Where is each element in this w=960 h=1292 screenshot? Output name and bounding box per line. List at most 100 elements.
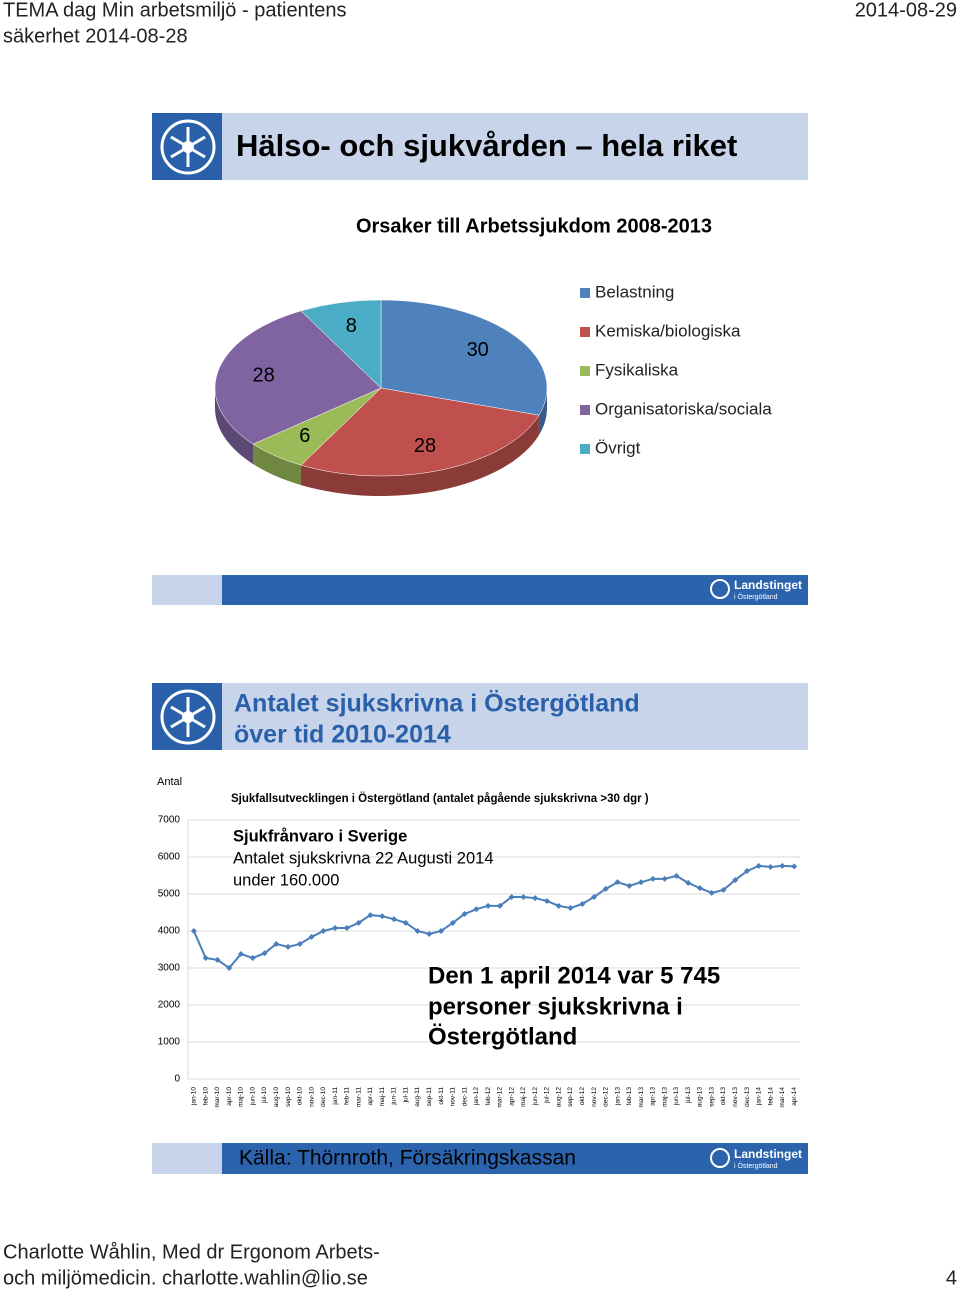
- slide-title: över tid 2010-2014: [234, 721, 451, 749]
- legend-swatch: [580, 327, 590, 337]
- data-point: [332, 925, 339, 932]
- annotation: Östergötland: [428, 1023, 577, 1050]
- x-tick-label: dec-10: [320, 1087, 327, 1107]
- data-point: [649, 875, 656, 882]
- x-tick-label: jul-12: [544, 1087, 551, 1104]
- data-point: [791, 863, 798, 870]
- data-point: [261, 950, 268, 957]
- data-point: [226, 965, 233, 971]
- legend-label: Kemiska/biologiska: [595, 321, 741, 340]
- legend-label: Belastning: [595, 282, 674, 301]
- x-tick-label: apr-12: [508, 1087, 515, 1106]
- legend-label: Övrigt: [595, 438, 641, 457]
- x-tick-label: feb-11: [344, 1087, 351, 1105]
- data-point: [214, 956, 221, 963]
- data-point: [402, 919, 409, 926]
- legend-label: Fysikaliska: [595, 360, 679, 379]
- y-tick-label: 0: [174, 1074, 180, 1085]
- y-tick-label: 2000: [158, 1000, 181, 1011]
- x-tick-label: jan-11: [332, 1087, 339, 1106]
- x-tick-label: jan-12: [473, 1087, 480, 1106]
- pie-slice: [300, 387, 540, 477]
- data-line: [192, 864, 795, 970]
- data-point: [390, 916, 397, 923]
- legend-swatch: [580, 405, 590, 415]
- x-tick-label: jul-10: [261, 1087, 268, 1104]
- x-tick-label: dec-12: [603, 1087, 610, 1107]
- x-tick-label: apr-11: [367, 1087, 374, 1106]
- pie-slice: [380, 299, 548, 416]
- data-label: 30: [467, 339, 489, 361]
- x-tick-label: sep-13: [708, 1087, 715, 1107]
- data-point: [602, 885, 609, 892]
- logo-text: i Östergötland: [734, 1162, 778, 1170]
- data-point: [237, 950, 244, 957]
- pie-slice-side: [538, 388, 547, 436]
- x-tick-label: jul-13: [685, 1087, 692, 1104]
- annotation: Antalet sjukskrivna 22 Augusti 2014: [233, 849, 494, 867]
- data-point: [696, 885, 703, 892]
- data-point: [296, 940, 303, 947]
- x-tick-label: aug-13: [697, 1087, 704, 1108]
- x-tick-label: apr-10: [226, 1087, 233, 1106]
- x-tick-label: nov-11: [450, 1087, 457, 1107]
- x-tick-label: dec-11: [461, 1087, 468, 1107]
- footer-text: och miljömedicin. charlotte.wahlin@lio.s…: [3, 1267, 368, 1289]
- data-point: [591, 893, 598, 900]
- x-tick-label: feb-10: [202, 1087, 209, 1106]
- data-point: [685, 879, 692, 886]
- data-point: [367, 912, 374, 919]
- title-bar: [152, 113, 808, 180]
- x-tick-label: okt-13: [720, 1087, 727, 1105]
- annotation: Sjukfrånvaro i Sverige: [233, 827, 407, 845]
- x-tick-label: maj-10: [238, 1087, 245, 1107]
- x-tick-label: aug-12: [555, 1087, 562, 1108]
- data-point: [308, 933, 315, 940]
- data-point: [449, 919, 456, 926]
- x-tick-label: okt-12: [579, 1087, 586, 1105]
- data-point: [767, 863, 774, 870]
- chart-title: Orsaker till Arbetssjukdom 2008-2013: [356, 215, 712, 237]
- x-tick-label: mar-11: [355, 1087, 362, 1107]
- header-date: 2014-08-29: [855, 0, 957, 21]
- data-point: [379, 913, 386, 920]
- data-point: [343, 925, 350, 932]
- logo-icon: [160, 119, 216, 175]
- x-tick-label: maj-12: [520, 1087, 527, 1107]
- data-point: [320, 928, 327, 934]
- logo-icon: [160, 689, 216, 745]
- legend-swatch: [580, 366, 590, 376]
- x-tick-label: maj-13: [661, 1087, 668, 1107]
- data-point: [414, 928, 421, 934]
- y-tick-label: 1000: [158, 1037, 181, 1048]
- pie-slice-side: [215, 388, 254, 465]
- data-point: [638, 879, 645, 886]
- y-tick-label: 3000: [158, 963, 181, 974]
- data-point: [355, 919, 362, 926]
- logo-text: Landstinget: [734, 1147, 802, 1161]
- pie-slice: [300, 299, 382, 389]
- source: Källa: Thörnroth, Försäkringskassan: [239, 1147, 576, 1170]
- data-point: [461, 910, 468, 917]
- data-point: [285, 943, 292, 950]
- legend-swatch: [580, 444, 590, 454]
- header-title: säkerhet 2014-08-28: [3, 25, 188, 47]
- data-point: [673, 872, 680, 879]
- data-point: [661, 875, 668, 882]
- page-number: 4: [946, 1267, 957, 1289]
- data-point: [720, 886, 727, 893]
- data-point: [626, 882, 633, 889]
- x-tick-label: mar-10: [214, 1087, 221, 1108]
- x-tick-label: sep-10: [285, 1087, 292, 1107]
- annotation: under 160.000: [233, 871, 339, 889]
- footer-bar-left: [152, 575, 222, 605]
- data-point: [555, 902, 562, 909]
- slide-title: Hälso- och sjukvården – hela riket: [236, 128, 737, 163]
- logo-text: i Östergötland: [734, 593, 778, 601]
- x-tick-label: mar-13: [638, 1087, 645, 1108]
- chart-title: Sjukfallsutvecklingen i Östergötland (an…: [231, 792, 649, 805]
- data-label: 28: [414, 435, 436, 457]
- x-tick-label: dec-13: [744, 1087, 751, 1107]
- x-tick-label: feb-14: [767, 1087, 774, 1106]
